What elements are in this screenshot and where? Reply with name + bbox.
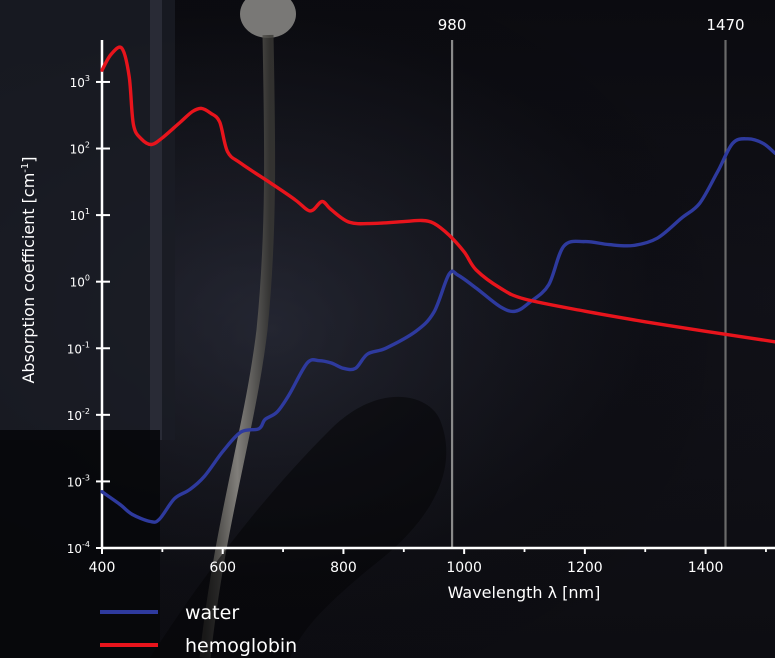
y-tick-label-0: 100 (70, 274, 90, 290)
axes: 400 600 800 1000 1200 1400 10-4 10-3 10-2 10-1 100… (67, 40, 775, 576)
legend-label-water: water (185, 602, 239, 624)
y-tick-label--2: 10-2 (67, 407, 90, 423)
series-line-hemoglobin (100, 45, 775, 344)
y-tick-label--1: 10-1 (67, 340, 90, 356)
x-tick-label-1400: 1400 (688, 560, 724, 576)
x-tick-label-1000: 1000 (446, 560, 482, 576)
hand-silhouette (150, 396, 447, 658)
series-line-water (100, 137, 775, 524)
x-tick-label-400: 400 (89, 560, 116, 576)
y-tick-label--3: 10-3 (67, 473, 90, 489)
fiber-cable (199, 34, 276, 658)
series-curves (100, 45, 775, 524)
y-tick-label-1: 101 (70, 207, 90, 223)
y-tick-label-3: 103 (70, 74, 90, 90)
reference-label-1470: 1470 (706, 16, 744, 34)
x-axis-label: Wavelength λ [nm] (448, 583, 601, 602)
y-tick-label--4: 10-4 (67, 540, 90, 556)
x-tick-label-1200: 1200 (567, 560, 603, 576)
legend-label-hemoglobin: hemoglobin (185, 635, 297, 657)
reference-label-980: 980 (438, 16, 467, 34)
y-axis-label: Absorption coefficient [cm-1] (19, 156, 38, 383)
reference-lines: 980 1470 (438, 16, 745, 548)
device-panel (0, 0, 175, 440)
cable-plug (240, 0, 296, 38)
legend: water hemoglobin (100, 602, 297, 657)
y-tick-label-2: 102 (70, 141, 90, 157)
x-tick-label-600: 600 (209, 560, 236, 576)
x-tick-label-800: 800 (330, 560, 357, 576)
